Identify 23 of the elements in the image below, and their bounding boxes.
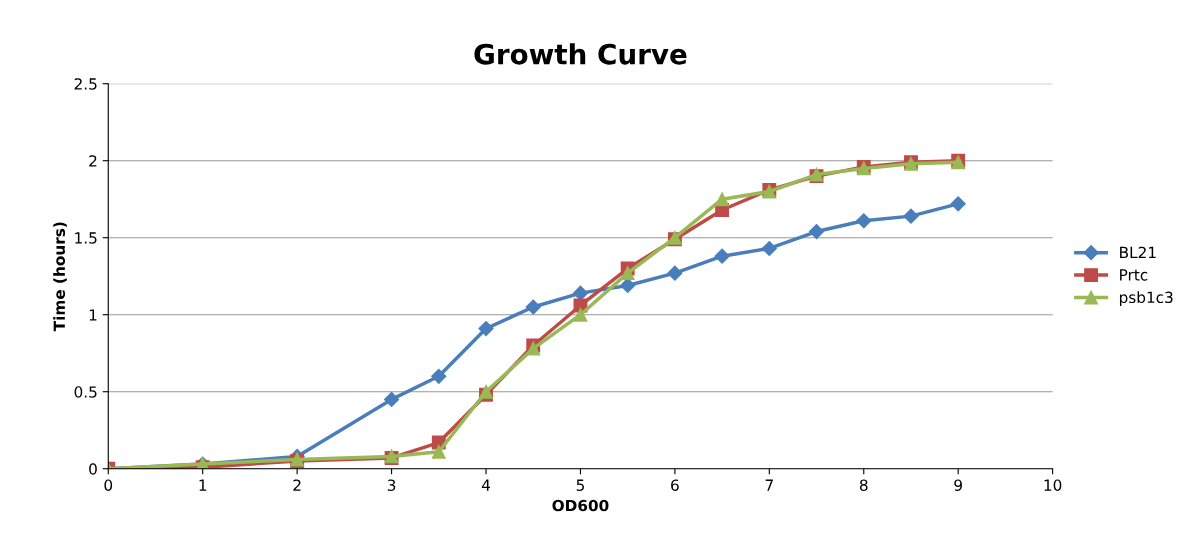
x-tick-label: 7 <box>765 479 773 491</box>
legend-label: psb1c3 <box>1119 291 1173 307</box>
chart-title: Growth Curve <box>474 43 687 65</box>
y-tick-label: 0 <box>89 463 97 475</box>
y-tick-label: 0.5 <box>74 386 97 398</box>
x-tick-label: 4 <box>481 479 491 491</box>
y-tick-label: 1.5 <box>75 232 97 244</box>
x-tick-label: 3 <box>387 479 396 491</box>
x-axis-title: OD600 <box>552 499 609 512</box>
x-tick-label: 9 <box>954 479 962 491</box>
legend-label: Prtc <box>1120 269 1148 281</box>
x-tick-label: 10 <box>1044 479 1062 491</box>
x-tick-label: 6 <box>671 479 679 491</box>
x-tick-label: 5 <box>576 479 584 491</box>
legend-label: BL21 <box>1120 246 1156 258</box>
x-tick-label: 0 <box>104 479 113 491</box>
y-tick-label: 2.5 <box>74 78 97 90</box>
x-tick-label: 8 <box>859 479 868 491</box>
x-tick-label: 2 <box>293 479 301 491</box>
y-tick-label: 1 <box>89 309 97 321</box>
y-tick-label: 2 <box>89 155 97 167</box>
x-tick-label: 1 <box>199 479 207 491</box>
y-axis-title: Time (hours) <box>53 222 67 332</box>
